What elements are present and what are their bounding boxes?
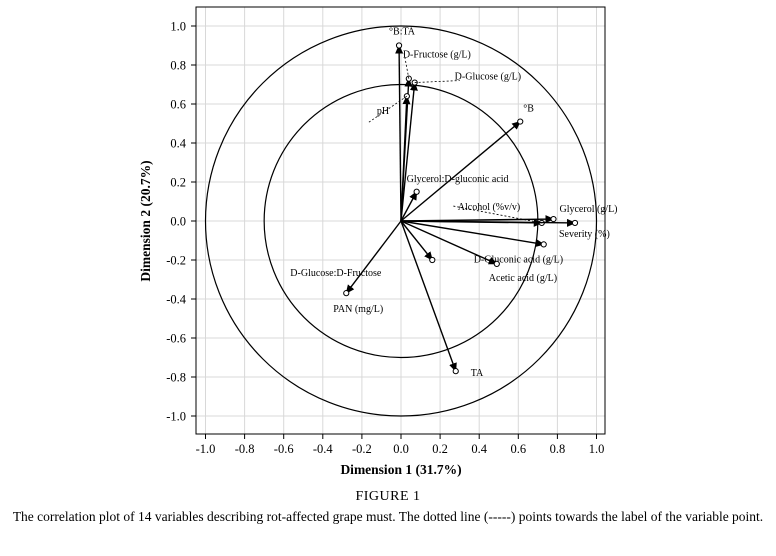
point-label: °B [523,104,534,115]
point-label: D-Fructose (g/L) [403,50,471,61]
point-label: Severity (%) [559,229,610,240]
variable-point: D-Glucose:D-Fructose [290,220,436,279]
point-marker [550,215,557,223]
point-marker [343,290,350,297]
point-marker [540,241,547,248]
point-label: Alcohol (%v/v) [458,202,521,213]
point-label: PAN (mg/L) [333,304,383,315]
point-marker [395,42,403,49]
variable-vectors: °B:TA D-Fructose (g/L) D-Glucose (g/L) pH °B… [290,27,617,380]
point-marker [517,118,524,125]
point-marker [452,368,459,375]
x-axis-ticks: -1.0 -0.8 -0.6 -0.4 -0.2 0.0 0.2 0.4 0.6 0.8 1.0 [196,434,605,456]
point-label: TA [471,368,484,379]
y-tick-label: -0.8 [166,371,186,385]
vector-arrow [400,120,522,222]
y-tick-label: 0.8 [170,59,186,73]
x-tick-label: -0.6 [274,442,294,456]
x-tick-label: -0.2 [352,442,372,456]
x-tick-label: 0.2 [432,442,448,456]
y-tick-label: -0.6 [166,332,186,346]
x-tick-label: 0.6 [510,442,526,456]
y-tick-label: 1.0 [170,20,186,34]
point-marker [493,260,500,267]
vector-arrow [400,220,498,265]
y-tick-label: -0.2 [166,254,186,268]
point-label: D-Glucose:D-Fructose [290,268,382,279]
point-label: Glycerol:D-gluconic acid [407,174,509,185]
y-tick-label: 0.2 [170,176,186,190]
correlation-plot: -1.0 -0.8 -0.6 -0.4 -0.2 0.0 0.2 0.4 0.6 0.8 1.01.… [138,6,618,477]
y-tick-label: 0.6 [170,98,186,112]
figure-label: FIGURE 1 [355,489,421,504]
x-tick-label: 0.8 [550,442,566,456]
vector-arrow [400,220,545,248]
variable-point: D-Glucose (g/L) [400,72,521,222]
x-tick-label: -0.8 [235,442,255,456]
variable-point: °B:TA [389,27,416,222]
vector-arrow [400,220,457,373]
y-axis-title: Dimension 2 (20.7%) [138,160,153,281]
variable-point: Acetic acid (g/L) [400,220,557,284]
variable-point: Severity (%) [400,218,610,240]
point-marker [571,219,579,227]
figure-caption: The correlation plot of 14 variables des… [12,509,764,524]
point-marker [429,256,436,264]
x-axis-title: Dimension 1 (31.7%) [340,462,461,477]
variable-point: TA [400,220,484,379]
label-leader-line [403,51,410,79]
unit-circle [204,25,598,417]
variable-point: pH [368,93,411,222]
y-axis-ticks: 1.0 0.8 0.6 0.4 0.2 0.0 -0.2 -0.4 -0.6 -0.8 -1.0 [166,20,196,424]
vector-arrow [400,218,576,227]
grid [196,7,605,434]
variable-point: PAN (mg/L) [333,220,402,315]
point-label: Acetic acid (g/L) [489,273,557,284]
y-tick-label: 0.0 [170,215,186,229]
vector-arrow [400,190,418,222]
x-tick-label: -0.4 [313,442,334,456]
y-tick-label: 0.4 [170,137,186,151]
label-leader-line [452,205,542,224]
point-label: D-Gluconic acid (g/L) [474,254,563,265]
point-label: D-Glucose (g/L) [455,72,521,83]
y-tick-label: -1.0 [166,410,186,424]
variable-point: °B [400,104,534,222]
x-tick-label: 1.0 [589,442,605,456]
variable-point: D-Gluconic acid (g/L) [400,220,563,265]
y-tick-label: -0.4 [166,293,187,307]
vector-arrow [400,81,418,222]
vector-arrow [400,95,411,222]
vector-arrow [395,44,404,222]
x-tick-label: -1.0 [196,442,216,456]
x-tick-label: 0.4 [471,442,487,456]
x-tick-label: 0.0 [393,442,409,456]
label-leader-line [414,80,460,83]
point-label: pH [377,106,389,117]
point-label: Glycerol (g/L) [559,204,617,215]
vector-arrow [400,220,433,261]
vector-arrow [345,220,402,294]
variable-point: Glycerol:D-gluconic acid [400,174,509,222]
point-label: °B:TA [389,27,416,38]
point-marker [413,188,420,195]
